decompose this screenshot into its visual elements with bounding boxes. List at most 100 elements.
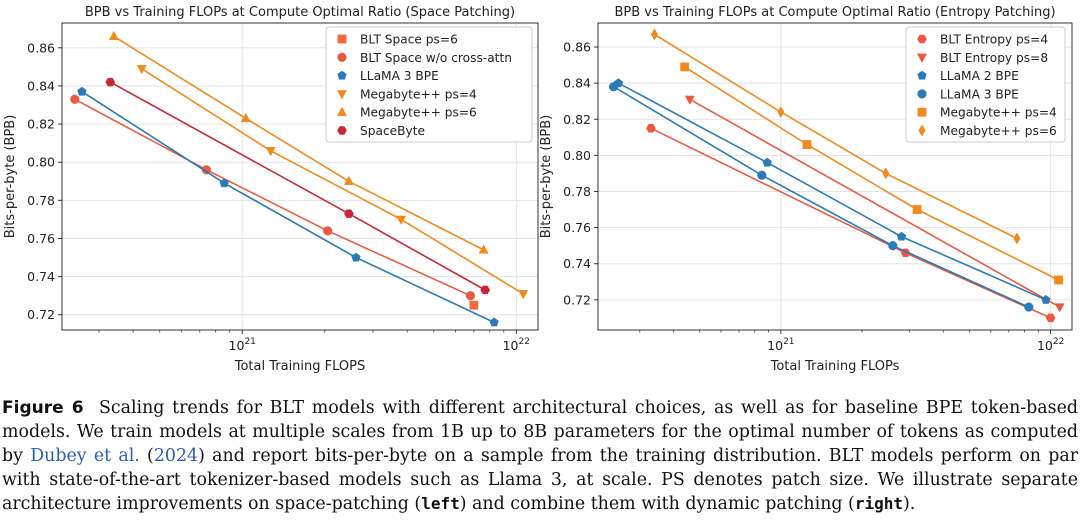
data-point-spacebyte — [105, 77, 116, 87]
data-point-llama-3-bpe — [888, 241, 898, 251]
data-point-blt-entropy-ps-8 — [684, 95, 695, 105]
data-point-megabyte-ps-6 — [882, 167, 890, 180]
data-point-blt-entropy-ps-8 — [1054, 303, 1065, 313]
data-point-megabyte-ps-4 — [680, 62, 690, 72]
legend-marker — [337, 70, 347, 80]
data-point-megabyte-ps-4 — [396, 215, 407, 225]
data-point-llama-3-bpe — [489, 317, 499, 327]
figure-charts: 0.72 0.74 0.76 0.78 0.80 0.82 0.84 0.86 1021 1022… — [3, 5, 1073, 374]
y-tick-label: 0.74 — [27, 269, 55, 284]
y-axis-label: Bits-per-byte (BPB) — [3, 115, 18, 239]
data-point-megabyte-ps-6 — [478, 244, 489, 254]
series-line-llama-2-bpe — [618, 82, 1047, 301]
series-line-megabyte-ps-6 — [113, 35, 484, 251]
legend-label: Megabyte++ ps=4 — [360, 87, 477, 101]
y-tick-label: 0.72 — [563, 292, 591, 307]
data-point-blt-entropy-ps-4 — [1045, 313, 1056, 323]
caption-text-2: and report bits-per-byte on a sample fro… — [2, 446, 1079, 514]
data-point-megabyte-ps-4 — [518, 290, 529, 300]
y-tick-label: 0.72 — [27, 307, 55, 322]
legend-marker — [917, 107, 927, 117]
data-point-megabyte-ps-6 — [240, 112, 251, 123]
data-point-megabyte-ps-4 — [136, 65, 147, 75]
data-point-megabyte-ps-4 — [1054, 275, 1063, 285]
data-point-blt-space-w-o-cross-attn — [201, 165, 212, 175]
x-axis-label: Total Training FLOPS — [234, 359, 366, 374]
caption-right-word: right — [854, 494, 904, 513]
data-point-llama-3-bpe — [219, 178, 229, 188]
chart-legend: BLT Space ps=6 BLT Space w/o cross-attn LL… — [325, 26, 533, 143]
legend-marker — [336, 106, 348, 116]
legend-label: BLT Entropy ps=4 — [940, 33, 1048, 47]
legend-label: LLaMA 3 BPE — [360, 69, 439, 83]
y-tick-label: 0.86 — [27, 40, 55, 55]
series-line-megabyte-ps-4 — [141, 68, 524, 295]
data-point-spacebyte — [343, 209, 354, 218]
caption-text-3: ) and combine them with dynamic patching… — [459, 494, 855, 514]
legend-marker — [917, 70, 927, 80]
series-line-blt-entropy-ps-8 — [689, 98, 1061, 308]
legend-marker — [337, 126, 347, 135]
legend-box — [905, 26, 1066, 143]
legend-marker — [916, 53, 928, 63]
y-tick-label: 0.80 — [27, 155, 55, 170]
citation-authors-link[interactable]: Dubey et al. — [30, 446, 140, 466]
legend-marker — [917, 89, 927, 99]
data-point-blt-space-w-o-cross-attn — [323, 226, 333, 236]
y-tick-label: 0.78 — [563, 184, 591, 199]
chart-title: BPB vs Training FLOPs at Compute Optimal… — [614, 5, 1055, 20]
y-tick-label: 0.76 — [563, 220, 591, 235]
data-point-llama-3-bpe — [1024, 302, 1034, 312]
chart-space-patching: 0.72 0.74 0.76 0.78 0.80 0.82 0.84 0.86 1021 1022… — [3, 5, 539, 374]
data-point-blt-space-w-o-cross-attn — [70, 94, 80, 104]
data-point-megabyte-ps-6 — [650, 28, 658, 41]
caption-figure-label: Figure 6 — [2, 398, 84, 418]
chart-entropy-patching: 0.72 0.74 0.76 0.78 0.80 0.82 0.84 0.86 1021 1022… — [539, 5, 1073, 374]
x-axis-label: Total Training FLOPs — [770, 359, 900, 374]
data-point-llama-3-bpe — [609, 82, 619, 92]
x-tick-label: 1022 — [1037, 337, 1064, 353]
legend-label: BLT Space ps=6 — [360, 33, 458, 47]
y-tick-label: 0.80 — [563, 148, 591, 163]
legend-label: BLT Entropy ps=8 — [940, 51, 1048, 65]
legend-marker — [336, 90, 348, 100]
legend-label: LLaMA 3 BPE — [940, 87, 1019, 101]
legend-marker — [337, 34, 347, 44]
legend-marker — [918, 124, 926, 137]
legend-box — [325, 26, 533, 143]
series-line-blt-space-w-o-cross-attn — [74, 98, 471, 297]
data-point-megabyte-ps-6 — [343, 175, 354, 185]
data-point-llama-2-bpe — [762, 157, 772, 167]
chart-legend: BLT Entropy ps=4 BLT Entropy ps=8 LLaMA 2 … — [905, 26, 1066, 143]
legend-marker — [917, 34, 927, 44]
x-tick-label: 1022 — [503, 337, 530, 353]
data-point-megabyte-ps-6 — [108, 30, 119, 41]
data-point-blt-space-w-o-cross-attn — [465, 291, 476, 301]
data-point-llama-3-bpe — [351, 252, 361, 262]
y-tick-label: 0.86 — [563, 40, 591, 55]
legend-label: SpaceByte — [360, 124, 425, 138]
y-tick-label: 0.84 — [27, 78, 55, 93]
y-tick-label: 0.82 — [563, 112, 591, 127]
data-point-llama-2-bpe — [1041, 294, 1051, 304]
y-tick-label: 0.82 — [27, 117, 55, 132]
citation-year-link[interactable]: 2024 — [153, 446, 199, 466]
citation-open-paren: ( — [147, 446, 154, 466]
series-line-llama-3-bpe — [613, 86, 1030, 308]
plot-frame — [597, 22, 1073, 331]
legend-label: LLaMA 2 BPE — [940, 69, 1019, 83]
x-tick-label: 1021 — [229, 337, 256, 353]
caption-text-1: Scaling trends for BLT models with diffe… — [2, 398, 1079, 466]
citation-close-paren: ) — [198, 446, 205, 466]
series-line-llama-3-bpe — [81, 90, 495, 324]
data-point-megabyte-ps-4 — [802, 140, 812, 149]
data-point-llama-3-bpe — [77, 86, 87, 96]
series-line-megabyte-ps-4 — [684, 66, 1059, 281]
y-axis-label: Bits-per-byte (BPB) — [539, 115, 554, 239]
data-point-megabyte-ps-6 — [777, 106, 785, 119]
x-tick-label: 1021 — [767, 337, 794, 353]
plot-frame — [61, 22, 539, 331]
data-point-llama-3-bpe — [757, 170, 767, 180]
data-point-blt-space-ps-6 — [469, 300, 479, 310]
y-tick-label: 0.74 — [563, 256, 591, 271]
